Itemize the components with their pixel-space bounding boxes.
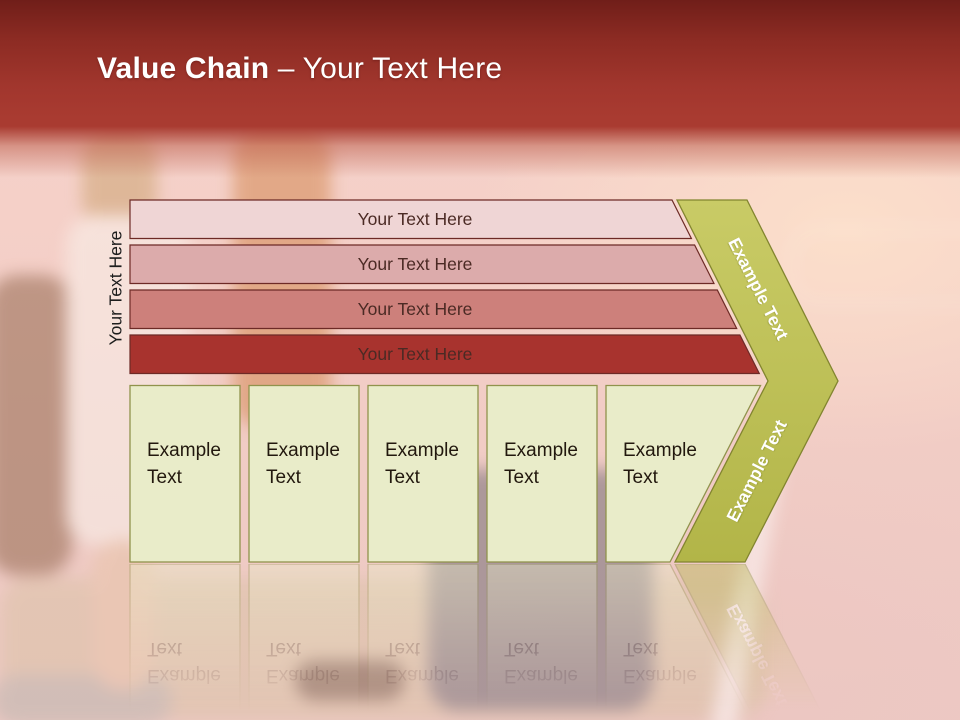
value-row-label-4[interactable]: Your Text Here — [357, 344, 473, 364]
support-box-label-2[interactable]: Example Text — [266, 437, 340, 491]
support-box-label-line1: Example — [385, 440, 459, 461]
value-row-shape-1[interactable] — [129, 199, 693, 240]
support-box-label-5[interactable]: Example Text — [623, 437, 697, 491]
support-box-label-line2: Text — [266, 467, 301, 488]
support-box-label-line1: Example — [623, 440, 697, 461]
support-box-label-1[interactable]: Example Text — [147, 437, 221, 491]
support-box-label-line2: Text — [504, 467, 539, 488]
value-row-label-3[interactable]: Your Text Here — [357, 299, 473, 319]
value-row-shape-3[interactable] — [129, 289, 738, 330]
photo-cabinet-blob — [0, 275, 72, 575]
slide-title-bold: Value Chain — [97, 52, 270, 85]
value-row-label-2[interactable]: Your Text Here — [357, 254, 473, 274]
header-band: Value Chain – Your Text Here — [0, 0, 960, 178]
value-row-label-1[interactable]: Your Text Here — [357, 209, 473, 229]
chevron-arrow-shape[interactable] — [673, 199, 839, 563]
support-box-label-3[interactable]: Example Text — [385, 437, 459, 491]
support-box-label-line1: Example — [147, 440, 221, 461]
value-row-shape-4[interactable] — [129, 334, 761, 375]
support-box-shape-4[interactable] — [486, 384, 598, 563]
photo-legs-blob — [92, 540, 154, 690]
photo-arc-highlight — [790, 228, 960, 304]
support-box-label-line2: Text — [385, 467, 420, 488]
support-box-label-line1: Example — [504, 440, 578, 461]
support-box-shape-3[interactable] — [367, 384, 479, 563]
support-box-label-line2: Text — [623, 467, 658, 488]
support-box-shape-5[interactable] — [605, 384, 762, 563]
slide-title[interactable]: Value Chain – Your Text Here — [97, 52, 502, 86]
slide-title-rest: – Your Text Here — [269, 52, 503, 85]
support-box-label-line1: Example — [266, 440, 340, 461]
value-row-shape-2[interactable] — [129, 244, 715, 285]
support-box-label-line2: Text — [147, 467, 182, 488]
support-box-shape-1[interactable] — [129, 384, 241, 563]
support-box-shape-2[interactable] — [248, 384, 360, 563]
photo-sandal-blob — [295, 660, 405, 700]
support-box-label-4[interactable]: Example Text — [504, 437, 578, 491]
